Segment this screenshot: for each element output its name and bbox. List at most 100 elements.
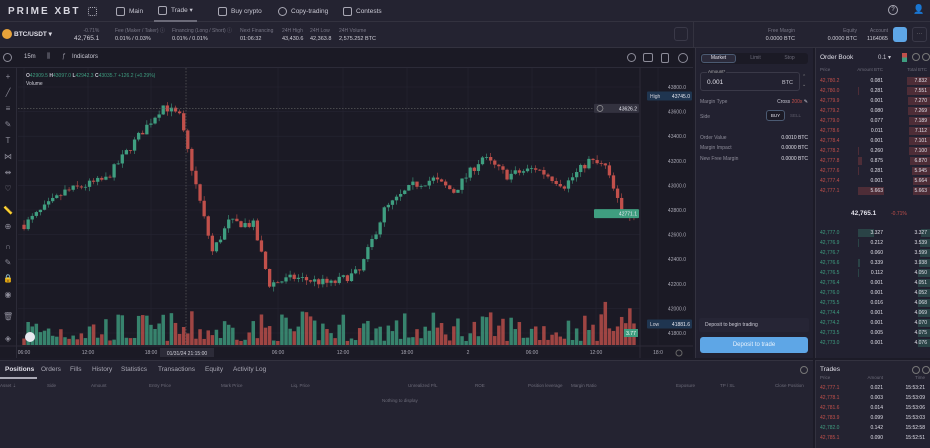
fullscreen-icon[interactable]: [678, 53, 688, 63]
bid-row[interactable]: 42,776.0 0.001 4.052: [816, 288, 930, 298]
indicators-button[interactable]: Indicators: [72, 54, 99, 60]
book-view-icon[interactable]: [902, 53, 907, 62]
nav-copy-trading[interactable]: Copy-trading: [278, 0, 328, 22]
tab-transactions[interactable]: Transactions: [158, 366, 195, 373]
amount-stepper[interactable]: ⌃ ⌄: [802, 74, 807, 88]
ask-row[interactable]: 42,780.2 0.081 7.832: [816, 76, 930, 86]
minus-icon[interactable]: [922, 53, 930, 61]
symbol-selector[interactable]: BTC/USDT ▾: [14, 31, 52, 38]
brush-icon[interactable]: ✎: [4, 120, 12, 129]
bid-row[interactable]: 42,773.0 0.001 4.076: [816, 338, 930, 348]
ask-row[interactable]: 42,779.0 0.077 7.189: [816, 116, 930, 126]
ask-row[interactable]: 42,778.2 0.260 7.100: [816, 146, 930, 156]
user-icon[interactable]: 👤: [913, 4, 925, 14]
zoom-icon[interactable]: ⊕: [4, 222, 12, 231]
bid-row[interactable]: 42,773.5 0.005 4.075: [816, 328, 930, 338]
help-icon[interactable]: ?: [888, 5, 898, 15]
bid-row[interactable]: 42,774.2 0.001 4.070: [816, 318, 930, 328]
lock-icon[interactable]: 🔒: [3, 274, 13, 283]
ask-row[interactable]: 42,777.4 0.001 5.664: [816, 176, 930, 186]
amount-input[interactable]: Amount* 0.001 BTC: [700, 69, 800, 91]
chart-area[interactable]: 43800.0 43600.0 43400.0 43200.0 43000.0 42800…: [0, 48, 693, 358]
buy-button[interactable]: BUY: [766, 110, 785, 121]
bid-row[interactable]: 42,776.4 0.001 4.051: [816, 278, 930, 288]
heart-icon[interactable]: ♡: [4, 184, 12, 193]
calculator-button[interactable]: [893, 27, 907, 42]
candle: [42, 204, 47, 210]
add-icon[interactable]: [3, 53, 12, 62]
ask-row[interactable]: 42,779.9 0.001 7.270: [816, 96, 930, 106]
candle-type-icon[interactable]: ⫼: [47, 53, 51, 60]
ask-row[interactable]: 42,779.2 0.080 7.269: [816, 106, 930, 116]
tab-limit[interactable]: Limit: [750, 55, 761, 61]
bid-row[interactable]: 42,774.4 0.001 4.069: [816, 308, 930, 318]
lines-icon[interactable]: ≡: [5, 104, 11, 113]
ask-row[interactable]: 42,778.4 0.001 7.101: [816, 136, 930, 146]
lock-draw-icon[interactable]: ✎: [4, 258, 12, 267]
trash-icon[interactable]: 🗑: [3, 312, 14, 321]
deposit-button[interactable]: Deposit to trade: [700, 337, 808, 353]
column-header[interactable]: TP / SL: [720, 383, 735, 388]
tab-positions[interactable]: Positions: [5, 366, 35, 373]
tab-equity[interactable]: Equity: [205, 366, 224, 373]
save-icon[interactable]: [661, 53, 669, 63]
column-header[interactable]: Unrealized P/L: [408, 383, 438, 388]
eye-icon[interactable]: ◉: [4, 290, 12, 299]
pattern-icon[interactable]: ⋈: [4, 152, 12, 161]
bid-row[interactable]: 42,776.7 0.060 3.599: [816, 248, 930, 258]
crosshair-icon[interactable]: +: [5, 72, 11, 81]
tab-stop[interactable]: Stop: [784, 55, 795, 61]
trendline-icon[interactable]: ╱: [5, 88, 11, 97]
ruler-icon[interactable]: 📏: [3, 206, 13, 215]
column-header[interactable]: Position leverage: [528, 383, 563, 388]
ask-row[interactable]: 42,777.1 5.663 5.663: [816, 186, 930, 196]
ask-row[interactable]: 42,780.0 0.281 7.551: [816, 86, 930, 96]
ask-row[interactable]: 42,777.8 0.875 6.870: [816, 156, 930, 166]
bid-row[interactable]: 42,776.6 0.339 3.938: [816, 258, 930, 268]
nav-contests[interactable]: Contests: [343, 0, 382, 22]
column-header[interactable]: Entry Price: [149, 383, 172, 388]
tab-orders[interactable]: Orders: [41, 366, 61, 373]
margin-type-value[interactable]: Cross 200x ✎: [777, 99, 808, 105]
bid-row[interactable]: 42,775.5 0.016 4.068: [816, 298, 930, 308]
column-header[interactable]: Close Position: [775, 383, 804, 388]
magnet-icon[interactable]: ∩: [5, 242, 11, 251]
ask-row[interactable]: 42,778.6 0.011 7.112: [816, 126, 930, 136]
tab-statistics[interactable]: Statistics: [121, 366, 148, 373]
layout-button[interactable]: [674, 27, 688, 41]
settings-icon[interactable]: [627, 53, 636, 62]
column-header[interactable]: Margin Ratio: [571, 383, 597, 388]
bid-row[interactable]: 42,777.0 3.327 3.327: [816, 228, 930, 238]
ask-row[interactable]: 42,777.6 0.281 5.945: [816, 166, 930, 176]
plus-icon[interactable]: [912, 53, 920, 61]
expand-icon[interactable]: [800, 366, 808, 374]
column-header[interactable]: Amount: [91, 383, 107, 388]
layers-icon[interactable]: ◈: [4, 334, 12, 343]
logo[interactable]: PRIME XBT: [8, 6, 81, 17]
text-icon[interactable]: T: [5, 136, 11, 145]
sell-button[interactable]: SELL: [789, 113, 801, 118]
bid-row[interactable]: 42,776.5 0.112 4.050: [816, 268, 930, 278]
measure-icon[interactable]: ⇹: [4, 168, 12, 177]
more-button[interactable]: ···: [912, 27, 927, 42]
bid-row[interactable]: 42,776.9 0.212 3.539: [816, 238, 930, 248]
apps-grid-icon[interactable]: [88, 0, 97, 22]
tab-market[interactable]: Market: [701, 54, 736, 63]
nav-trade[interactable]: Trade ▾: [154, 0, 197, 22]
column-header[interactable]: Exposure: [676, 383, 696, 388]
nav-buy-crypto[interactable]: Buy crypto: [218, 0, 262, 22]
camera-icon[interactable]: [643, 53, 653, 62]
candlestick-chart[interactable]: 43800.0 43600.0 43400.0 43200.0 43000.0 42800…: [0, 48, 693, 358]
nav-main[interactable]: Main: [116, 0, 143, 22]
tab-fills[interactable]: Fills: [70, 366, 82, 373]
tab-activity-log[interactable]: Activity Log: [233, 366, 267, 373]
column-header[interactable]: Side: [47, 383, 57, 388]
interval-selector[interactable]: 15m: [24, 54, 36, 60]
column-header[interactable]: Mark Price: [221, 383, 243, 388]
column-header[interactable]: Asset ⇣: [0, 383, 17, 388]
step-selector[interactable]: 0.1 ▾: [878, 55, 892, 61]
column-header[interactable]: ROE: [475, 383, 485, 388]
column-header[interactable]: Liq. Price: [291, 383, 310, 388]
tab-history[interactable]: History: [92, 366, 113, 373]
plus-icon[interactable]: [912, 366, 920, 374]
